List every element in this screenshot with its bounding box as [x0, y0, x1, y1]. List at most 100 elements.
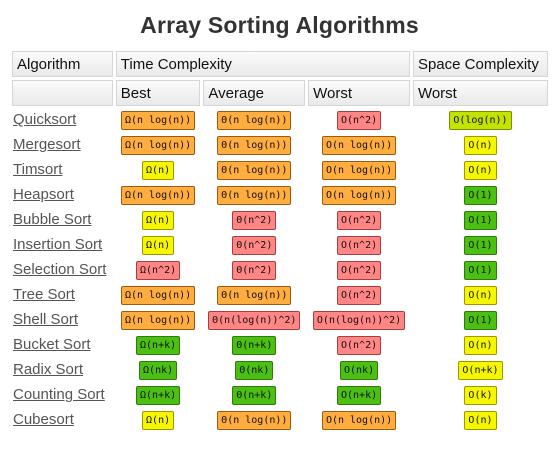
worst-case-cell: O(n log(n))	[308, 184, 410, 206]
average-case-badge: Θ(n^2)	[232, 211, 277, 230]
algorithm-cell: Selection Sort	[12, 259, 113, 281]
best-case-badge: Ω(n^2)	[136, 261, 181, 280]
best-case-badge: Ω(nk)	[139, 361, 178, 380]
header-space-complexity: Space Complexity	[412, 51, 548, 77]
worst-case-cell: O(n^2)	[308, 109, 410, 131]
algorithm-link[interactable]: Insertion Sort	[13, 236, 103, 253]
worst-case-cell: O(n log(n))	[308, 409, 410, 431]
table-row: Mergesort Ω(n log(n)) Θ(n log(n)) O(n log(n…	[12, 134, 548, 156]
algorithm-link[interactable]: Tree Sort	[13, 286, 75, 303]
algorithm-link[interactable]: Counting Sort	[13, 386, 105, 403]
header-space-worst: Worst	[412, 80, 548, 106]
best-case-badge: Ω(n log(n))	[120, 186, 196, 205]
average-case-badge: Θ(n log(n))	[217, 161, 292, 180]
best-case-cell: Ω(n log(n))	[116, 109, 201, 131]
algorithm-link[interactable]: Bucket Sort	[13, 336, 91, 353]
best-case-badge: Ω(n+k)	[136, 336, 181, 355]
table-body: Quicksort Ω(n log(n)) Θ(n log(n)) O(n^2) O(l…	[12, 109, 548, 431]
header-best: Best	[115, 80, 201, 106]
worst-case-cell: O(n^2)	[308, 259, 410, 281]
average-case-cell: Θ(n log(n))	[203, 409, 305, 431]
algorithm-cell: Mergesort	[12, 134, 113, 156]
space-worst-case-cell: O(1)	[413, 259, 548, 281]
worst-case-badge: O(n^2)	[337, 211, 382, 230]
header-blank	[12, 80, 113, 106]
table-row: Heapsort Ω(n log(n)) Θ(n log(n)) O(n log(n)…	[12, 184, 548, 206]
header-average: Average	[203, 80, 306, 106]
algorithm-cell: Heapsort	[12, 184, 113, 206]
space-worst-case-badge: O(n)	[464, 336, 497, 355]
algorithm-link[interactable]: Shell Sort	[13, 311, 79, 328]
worst-case-badge: O(n log(n))	[321, 136, 397, 155]
worst-case-badge: O(n(log(n))^2)	[312, 311, 406, 330]
space-worst-case-badge: O(n)	[464, 136, 497, 155]
average-case-cell: Θ(n log(n))	[203, 159, 305, 181]
average-case-badge: Θ(n(log(n))^2)	[208, 311, 301, 330]
average-case-badge: Θ(n log(n))	[217, 411, 292, 430]
space-worst-case-cell: O(n)	[413, 334, 548, 356]
worst-case-cell: O(n log(n))	[308, 159, 410, 181]
header-row-cases: Best Average Worst Worst	[12, 80, 548, 106]
space-worst-case-cell: O(1)	[413, 184, 548, 206]
table-row: Cubesort Ω(n) Θ(n log(n)) O(n log(n)) O(n)	[12, 409, 548, 431]
algorithm-link[interactable]: Cubesort	[13, 411, 74, 428]
best-case-badge: Ω(n)	[142, 161, 175, 180]
worst-case-badge: O(n log(n))	[321, 411, 397, 430]
algorithm-cell: Shell Sort	[12, 309, 113, 331]
worst-case-badge: O(n^2)	[337, 111, 382, 130]
table-row: Timsort Ω(n) Θ(n log(n)) O(n log(n)) O(n)	[12, 159, 548, 181]
space-worst-case-badge: O(1)	[464, 211, 497, 230]
worst-case-cell: O(nk)	[308, 359, 410, 381]
average-case-cell: Θ(n^2)	[203, 259, 305, 281]
space-worst-case-cell: O(n)	[413, 409, 548, 431]
best-case-badge: Ω(n log(n))	[120, 311, 196, 330]
best-case-cell: Ω(n)	[116, 234, 201, 256]
average-case-badge: Θ(n log(n))	[217, 186, 292, 205]
space-worst-case-badge: O(n)	[464, 161, 497, 180]
algorithm-cell: Bucket Sort	[12, 334, 113, 356]
average-case-badge: Θ(n^2)	[232, 236, 277, 255]
table-row: Bubble Sort Ω(n) Θ(n^2) O(n^2) O(1)	[12, 209, 548, 231]
algorithm-link[interactable]: Selection Sort	[13, 261, 107, 278]
worst-case-badge: O(n^2)	[337, 286, 382, 305]
average-case-badge: Θ(n log(n))	[217, 286, 292, 305]
average-case-cell: Θ(n^2)	[203, 209, 305, 231]
worst-case-badge: O(n log(n))	[321, 161, 397, 180]
algorithm-link[interactable]: Heapsort	[13, 186, 74, 203]
best-case-cell: Ω(n^2)	[116, 259, 201, 281]
worst-case-cell: O(n log(n))	[308, 134, 410, 156]
best-case-badge: Ω(n log(n))	[120, 286, 196, 305]
worst-case-cell: O(n^2)	[308, 334, 410, 356]
best-case-cell: Ω(nk)	[116, 359, 201, 381]
average-case-cell: Θ(n log(n))	[203, 184, 305, 206]
algorithm-cell: Insertion Sort	[12, 234, 113, 256]
average-case-badge: Θ(n+k)	[232, 386, 277, 405]
worst-case-cell: O(n(log(n))^2)	[308, 309, 410, 331]
space-worst-case-badge: O(1)	[464, 261, 497, 280]
algorithm-link[interactable]: Mergesort	[13, 136, 81, 153]
header-worst: Worst	[308, 80, 410, 106]
table-row: Insertion Sort Ω(n) Θ(n^2) O(n^2) O(1)	[12, 234, 548, 256]
algorithm-cell: Quicksort	[12, 109, 113, 131]
algorithm-link[interactable]: Quicksort	[13, 111, 77, 128]
best-case-cell: Ω(n log(n))	[116, 134, 201, 156]
best-case-badge: Ω(n)	[142, 411, 175, 430]
best-case-cell: Ω(n)	[116, 159, 201, 181]
best-case-badge: Ω(n log(n))	[120, 136, 196, 155]
average-case-cell: Θ(n+k)	[203, 384, 305, 406]
algorithm-link[interactable]: Radix Sort	[13, 361, 84, 378]
algorithm-cell: Radix Sort	[12, 359, 113, 381]
page-title: Array Sorting Algorithms	[140, 12, 419, 38]
algorithm-link[interactable]: Bubble Sort	[13, 211, 92, 228]
space-worst-case-cell: O(log(n))	[413, 109, 548, 131]
average-case-badge: Θ(n+k)	[232, 336, 277, 355]
header-algorithm: Algorithm	[12, 51, 113, 77]
worst-case-cell: O(n^2)	[308, 234, 410, 256]
best-case-badge: Ω(n log(n))	[120, 111, 196, 130]
best-case-cell: Ω(n log(n))	[116, 309, 201, 331]
space-worst-case-badge: O(n)	[464, 286, 497, 305]
header-row-groups: Algorithm Time Complexity Space Complexi…	[12, 51, 548, 77]
algorithm-cell: Tree Sort	[12, 284, 113, 306]
space-worst-case-badge: O(1)	[464, 236, 497, 255]
algorithm-link[interactable]: Timsort	[13, 161, 63, 178]
